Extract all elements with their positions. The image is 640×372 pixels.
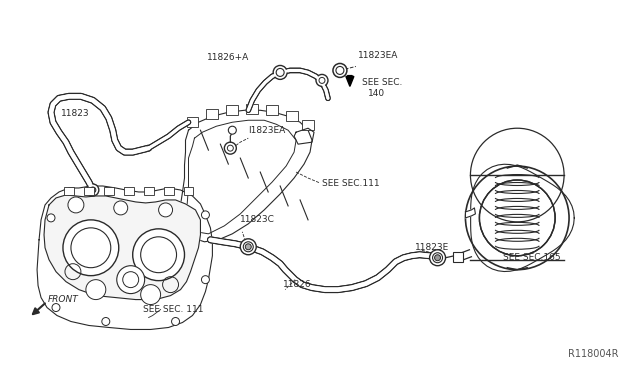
Circle shape — [90, 187, 96, 193]
Bar — [246, 104, 258, 114]
Circle shape — [141, 285, 161, 305]
Bar — [104, 187, 114, 195]
Circle shape — [429, 250, 445, 266]
Text: 11823EA: 11823EA — [358, 51, 398, 60]
Bar — [207, 109, 218, 119]
Circle shape — [68, 197, 84, 213]
Bar — [266, 105, 278, 115]
Circle shape — [172, 318, 180, 326]
Text: 11823E: 11823E — [415, 243, 449, 252]
Bar — [454, 252, 463, 262]
Circle shape — [87, 184, 99, 196]
Text: I1823EA: I1823EA — [248, 126, 285, 135]
Bar — [124, 187, 134, 195]
Text: SEE SEC.: SEE SEC. — [362, 78, 402, 87]
Text: 11826+A: 11826+A — [207, 53, 250, 62]
Text: 11823C: 11823C — [240, 215, 275, 224]
Text: SEE SEC.165: SEE SEC.165 — [503, 253, 561, 262]
Bar — [84, 187, 94, 195]
Circle shape — [63, 220, 119, 276]
Text: 11823: 11823 — [61, 109, 90, 118]
Bar — [184, 187, 193, 195]
Text: FRONT: FRONT — [48, 295, 79, 304]
Circle shape — [435, 255, 440, 261]
Bar — [227, 105, 238, 115]
Circle shape — [202, 276, 209, 283]
Polygon shape — [180, 110, 312, 242]
Circle shape — [52, 304, 60, 311]
Circle shape — [228, 126, 236, 134]
Polygon shape — [346, 76, 354, 86]
Circle shape — [245, 244, 252, 250]
Text: 11826: 11826 — [283, 280, 312, 289]
Circle shape — [225, 142, 236, 154]
Circle shape — [240, 239, 256, 255]
Circle shape — [47, 214, 55, 222]
Polygon shape — [37, 186, 212, 330]
Circle shape — [102, 318, 110, 326]
Bar — [143, 187, 154, 195]
Bar — [164, 187, 173, 195]
Bar — [286, 111, 298, 121]
Polygon shape — [465, 208, 476, 218]
Circle shape — [132, 229, 184, 280]
Circle shape — [479, 180, 555, 256]
Text: SEE SEC. 111: SEE SEC. 111 — [143, 305, 203, 314]
Circle shape — [433, 253, 442, 263]
Text: SEE SEC.111: SEE SEC.111 — [322, 179, 380, 187]
Bar — [186, 117, 198, 127]
Circle shape — [114, 201, 128, 215]
Circle shape — [243, 242, 253, 252]
Text: R118004R: R118004R — [568, 349, 619, 359]
Circle shape — [116, 266, 145, 294]
Polygon shape — [470, 164, 574, 272]
Circle shape — [316, 74, 328, 86]
Circle shape — [86, 280, 106, 299]
Circle shape — [159, 203, 173, 217]
Bar — [302, 120, 314, 130]
Bar — [64, 187, 74, 195]
Circle shape — [202, 211, 209, 219]
Text: 140: 140 — [368, 89, 385, 98]
Circle shape — [273, 65, 287, 79]
Polygon shape — [44, 195, 200, 299]
Circle shape — [333, 64, 347, 77]
